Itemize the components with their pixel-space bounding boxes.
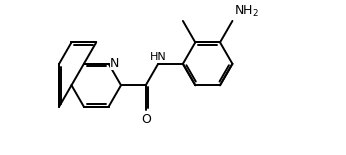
Text: HN: HN <box>150 53 166 62</box>
Text: N: N <box>110 57 119 70</box>
Text: O: O <box>141 113 151 126</box>
Text: NH$_2$: NH$_2$ <box>234 4 259 19</box>
